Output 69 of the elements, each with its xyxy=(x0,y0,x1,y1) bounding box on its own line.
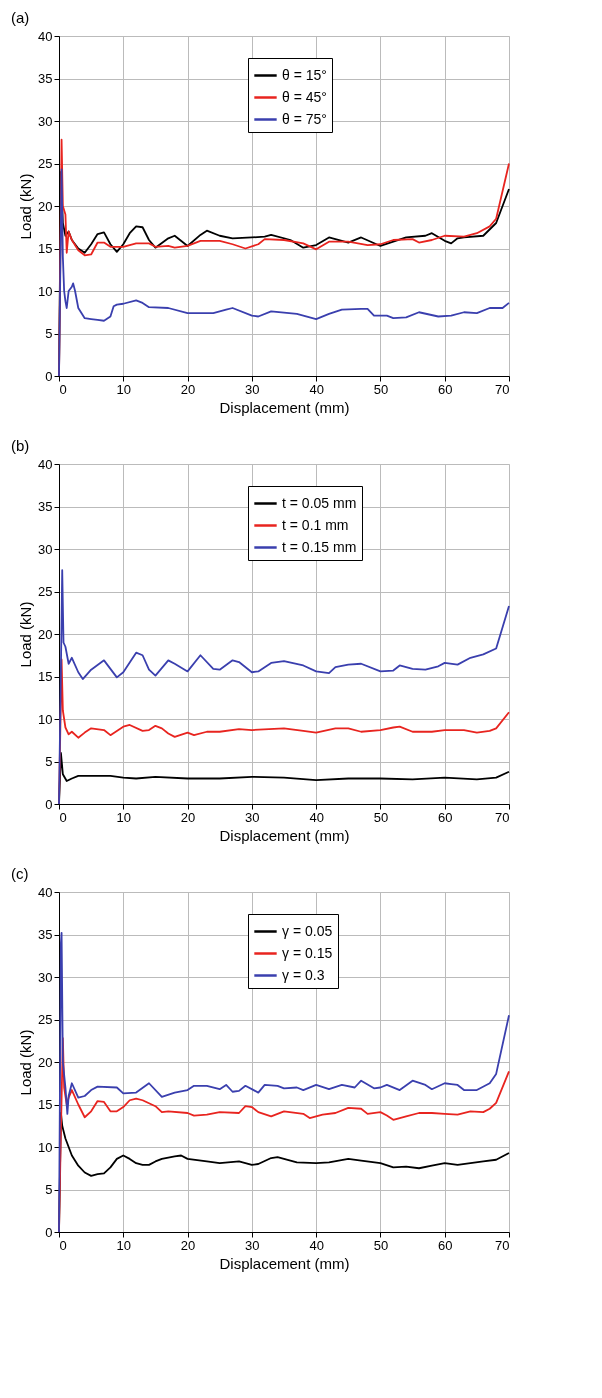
y-tick-label: 25 xyxy=(38,584,53,599)
x-tick-label: 70 xyxy=(495,381,510,397)
chart-title: (a) xyxy=(11,9,30,26)
x-axis-title: Displacement (mm) xyxy=(219,826,350,844)
legend-label: θ = 45° xyxy=(282,88,327,105)
y-tick-label: 30 xyxy=(38,969,53,985)
y-axis-title: Load (kN) xyxy=(17,173,35,240)
y-tick-label: 20 xyxy=(38,1054,53,1070)
legend-label: γ = 0.05 xyxy=(282,922,333,939)
y-tick-label: 35 xyxy=(38,499,53,514)
x-tick-label: 30 xyxy=(245,809,260,825)
x-tick-label: 30 xyxy=(245,1237,260,1253)
x-axis-title: Displacement (mm) xyxy=(219,398,350,416)
y-tick-label: 40 xyxy=(38,884,53,900)
y-tick-label: 35 xyxy=(38,71,53,86)
x-tick-label: 50 xyxy=(373,1237,389,1253)
x-tick-label: 50 xyxy=(373,809,389,825)
legend-label: γ = 0.15 xyxy=(282,944,333,961)
x-tick-label: 0 xyxy=(59,809,67,825)
y-tick-label: 0 xyxy=(45,796,53,812)
x-tick-label: 20 xyxy=(180,381,196,397)
x-tick-label: 0 xyxy=(59,381,67,397)
chart-title: (b) xyxy=(11,437,30,454)
y-tick-label: 10 xyxy=(38,283,53,299)
x-tick-label: 10 xyxy=(116,809,132,825)
x-tick-label: 70 xyxy=(495,809,510,825)
x-tick-label: 50 xyxy=(373,381,389,397)
legend-label: t = 0.05 mm xyxy=(282,494,357,511)
y-tick-label: 0 xyxy=(45,368,53,384)
y-tick-label: 40 xyxy=(38,28,53,44)
x-tick-label: 40 xyxy=(309,1237,324,1253)
y-tick-label: 30 xyxy=(38,113,53,129)
y-axis-title: Load (kN) xyxy=(17,1029,35,1096)
y-tick-label: 30 xyxy=(38,541,53,557)
y-tick-label: 15 xyxy=(38,1097,53,1112)
y-tick-label: 0 xyxy=(45,1224,53,1240)
x-tick-label: 10 xyxy=(116,381,132,397)
chart-title: (c) xyxy=(11,865,29,882)
x-tick-label: 30 xyxy=(245,381,260,397)
y-tick-label: 5 xyxy=(45,326,53,341)
x-tick-label: 60 xyxy=(437,1237,453,1253)
y-tick-label: 15 xyxy=(38,669,53,684)
y-tick-label: 20 xyxy=(38,626,53,642)
y-tick-label: 35 xyxy=(38,927,53,942)
legend-label: t = 0.15 mm xyxy=(282,538,357,555)
y-tick-label: 10 xyxy=(38,711,53,727)
x-tick-label: 60 xyxy=(437,381,453,397)
legend-label: θ = 75° xyxy=(282,110,327,127)
x-tick-label: 40 xyxy=(309,809,324,825)
x-tick-label: 40 xyxy=(309,381,324,397)
x-tick-label: 20 xyxy=(180,809,196,825)
y-tick-label: 20 xyxy=(38,198,53,214)
x-tick-label: 10 xyxy=(116,1237,132,1253)
y-tick-label: 5 xyxy=(45,1182,53,1197)
y-tick-label: 25 xyxy=(38,1012,53,1027)
legend-label: θ = 15° xyxy=(282,66,327,83)
y-tick-label: 5 xyxy=(45,754,53,769)
y-axis-title: Load (kN) xyxy=(17,601,35,668)
x-tick-label: 0 xyxy=(59,1237,67,1253)
x-axis-title: Displacement (mm) xyxy=(219,1254,350,1272)
x-tick-label: 20 xyxy=(180,1237,196,1253)
y-tick-label: 25 xyxy=(38,156,53,171)
x-tick-label: 70 xyxy=(495,1237,510,1253)
y-tick-label: 40 xyxy=(38,456,53,472)
x-tick-label: 60 xyxy=(437,809,453,825)
legend-label: t = 0.1 mm xyxy=(282,516,349,533)
y-tick-label: 10 xyxy=(38,1139,53,1155)
legend-label: γ = 0.3 xyxy=(282,966,325,983)
y-tick-label: 15 xyxy=(38,241,53,256)
